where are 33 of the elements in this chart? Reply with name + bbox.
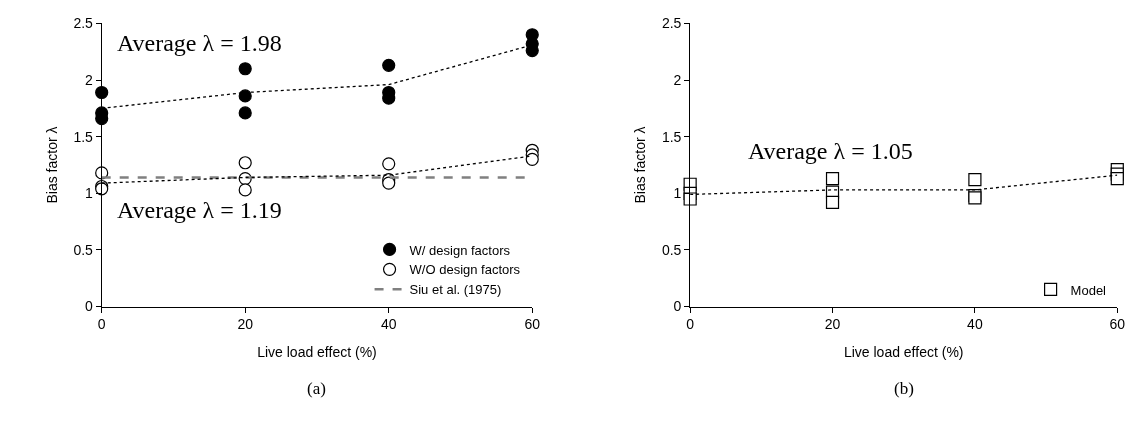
legend-label: Model [1070, 282, 1107, 298]
x-axis-title: Live load effect (%) [257, 343, 377, 360]
legend-label: W/O design factors [409, 262, 521, 278]
x-tick-label: 20 [237, 316, 254, 333]
y-tick-label: 0 [85, 298, 94, 315]
x-tick-label: 60 [1109, 316, 1126, 333]
legend-label: W/ design factors [409, 242, 511, 258]
y-tick-label: 0.5 [661, 241, 682, 258]
x-tick-label: 60 [524, 316, 541, 333]
x-tick-label: 40 [380, 316, 397, 333]
text: (b) [894, 379, 914, 398]
y-tick-label: 2.5 [73, 15, 94, 32]
y-tick-label: 2 [85, 71, 94, 88]
y-tick-label: 0.5 [73, 241, 94, 258]
y-tick-label: 0 [673, 298, 682, 315]
annotation: Average λ = 1.98 [117, 30, 282, 56]
x-tick-label: 20 [824, 316, 841, 333]
y-tick-label: 1.5 [73, 128, 94, 145]
y-tick-label: 2.5 [661, 15, 682, 32]
x-tick-label: 40 [967, 316, 983, 333]
y-tick-label: 1.5 [661, 128, 682, 145]
x-tick-label: 0 [686, 316, 695, 333]
annotation: Average λ = 1.19 [117, 197, 282, 223]
x-tick-label: 0 [97, 316, 106, 333]
y-tick-label: 1 [85, 185, 94, 202]
y-tick-label: 2 [673, 71, 682, 88]
y-axis-title: Bias factor λ [44, 126, 61, 204]
annotation: Average λ = 1.05 [748, 138, 913, 164]
y-axis-title: Bias factor λ [632, 126, 649, 204]
text: (a) [307, 379, 326, 398]
legend-label: Siu et al. (1975) [409, 282, 502, 298]
x-axis-title: Live load effect (%) [843, 343, 964, 360]
y-tick-label: 1 [673, 185, 682, 202]
